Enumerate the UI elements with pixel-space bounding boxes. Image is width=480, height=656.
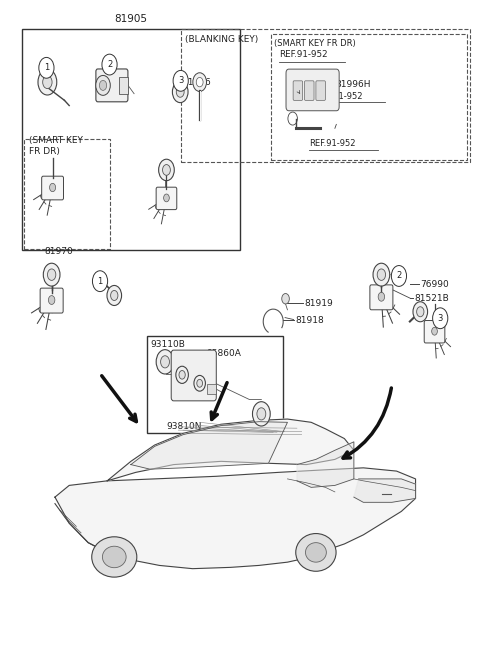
Circle shape [257, 408, 266, 420]
FancyBboxPatch shape [96, 69, 128, 102]
FancyBboxPatch shape [370, 285, 393, 310]
Text: 76990: 76990 [420, 280, 449, 289]
Text: 81996H: 81996H [335, 79, 371, 89]
Circle shape [48, 296, 55, 304]
Circle shape [197, 379, 203, 387]
FancyBboxPatch shape [156, 187, 177, 210]
Ellipse shape [296, 533, 336, 571]
Text: 81996: 81996 [182, 78, 211, 87]
Text: 1: 1 [97, 277, 103, 285]
Bar [24, 139, 109, 249]
Circle shape [179, 371, 185, 379]
FancyBboxPatch shape [293, 81, 302, 100]
Circle shape [163, 165, 170, 175]
Circle shape [156, 350, 174, 374]
Ellipse shape [102, 546, 126, 567]
Text: REF.91-952: REF.91-952 [316, 92, 362, 101]
FancyBboxPatch shape [40, 288, 63, 313]
Bar [22, 29, 240, 250]
Circle shape [413, 302, 428, 321]
FancyBboxPatch shape [424, 321, 445, 343]
Circle shape [102, 54, 117, 75]
FancyBboxPatch shape [42, 176, 63, 200]
Circle shape [391, 266, 407, 287]
Circle shape [43, 75, 52, 89]
Circle shape [96, 75, 110, 95]
Text: 81919: 81919 [304, 298, 333, 308]
Bar [180, 29, 470, 162]
Text: 1: 1 [44, 64, 49, 72]
Text: 81970: 81970 [45, 247, 73, 256]
Circle shape [193, 73, 206, 91]
FancyBboxPatch shape [316, 81, 325, 100]
Text: 2: 2 [396, 272, 402, 281]
Polygon shape [107, 419, 354, 481]
Text: REF.91-952: REF.91-952 [309, 139, 355, 148]
Text: 2: 2 [107, 60, 112, 69]
Bar [147, 336, 283, 434]
Circle shape [107, 285, 121, 306]
Circle shape [99, 81, 107, 91]
Circle shape [110, 291, 118, 300]
Circle shape [196, 77, 203, 87]
Text: 81918: 81918 [296, 316, 324, 325]
Circle shape [49, 183, 56, 192]
Ellipse shape [305, 543, 326, 562]
Text: 3: 3 [178, 76, 183, 85]
Circle shape [432, 308, 448, 329]
Circle shape [432, 327, 437, 335]
Text: 3: 3 [438, 314, 443, 323]
Circle shape [48, 269, 56, 280]
Circle shape [194, 375, 205, 391]
Polygon shape [354, 479, 416, 502]
Circle shape [43, 263, 60, 286]
Text: 81905: 81905 [114, 14, 147, 24]
Circle shape [176, 366, 188, 383]
Circle shape [38, 70, 57, 95]
Bar [119, 77, 128, 94]
Text: 81521B: 81521B [415, 294, 449, 302]
Circle shape [282, 293, 289, 304]
Text: (SMART KEY: (SMART KEY [29, 136, 83, 144]
FancyBboxPatch shape [286, 69, 339, 111]
Circle shape [377, 269, 385, 280]
Text: 95860A: 95860A [207, 349, 241, 358]
Polygon shape [55, 468, 416, 569]
Circle shape [378, 293, 384, 301]
Bar [207, 384, 216, 394]
FancyBboxPatch shape [171, 350, 216, 401]
Circle shape [164, 194, 169, 202]
Text: FR DR): FR DR) [29, 148, 60, 156]
Circle shape [373, 263, 390, 286]
Circle shape [417, 307, 424, 317]
Bar [271, 34, 467, 160]
Circle shape [176, 87, 184, 97]
Polygon shape [297, 442, 354, 487]
Circle shape [173, 70, 188, 91]
Text: (BLANKING KEY): (BLANKING KEY) [185, 35, 259, 45]
Circle shape [172, 81, 188, 102]
Text: REF.91-952: REF.91-952 [279, 51, 327, 59]
Circle shape [158, 159, 174, 180]
Text: 93110B: 93110B [151, 340, 186, 349]
Text: 93810N: 93810N [167, 422, 202, 431]
Circle shape [39, 58, 54, 78]
Circle shape [161, 356, 169, 368]
FancyBboxPatch shape [304, 81, 314, 100]
Text: (SMART KEY FR DR): (SMART KEY FR DR) [274, 39, 356, 47]
Polygon shape [131, 422, 288, 469]
Circle shape [252, 401, 270, 426]
Ellipse shape [92, 537, 137, 577]
Circle shape [93, 271, 108, 291]
